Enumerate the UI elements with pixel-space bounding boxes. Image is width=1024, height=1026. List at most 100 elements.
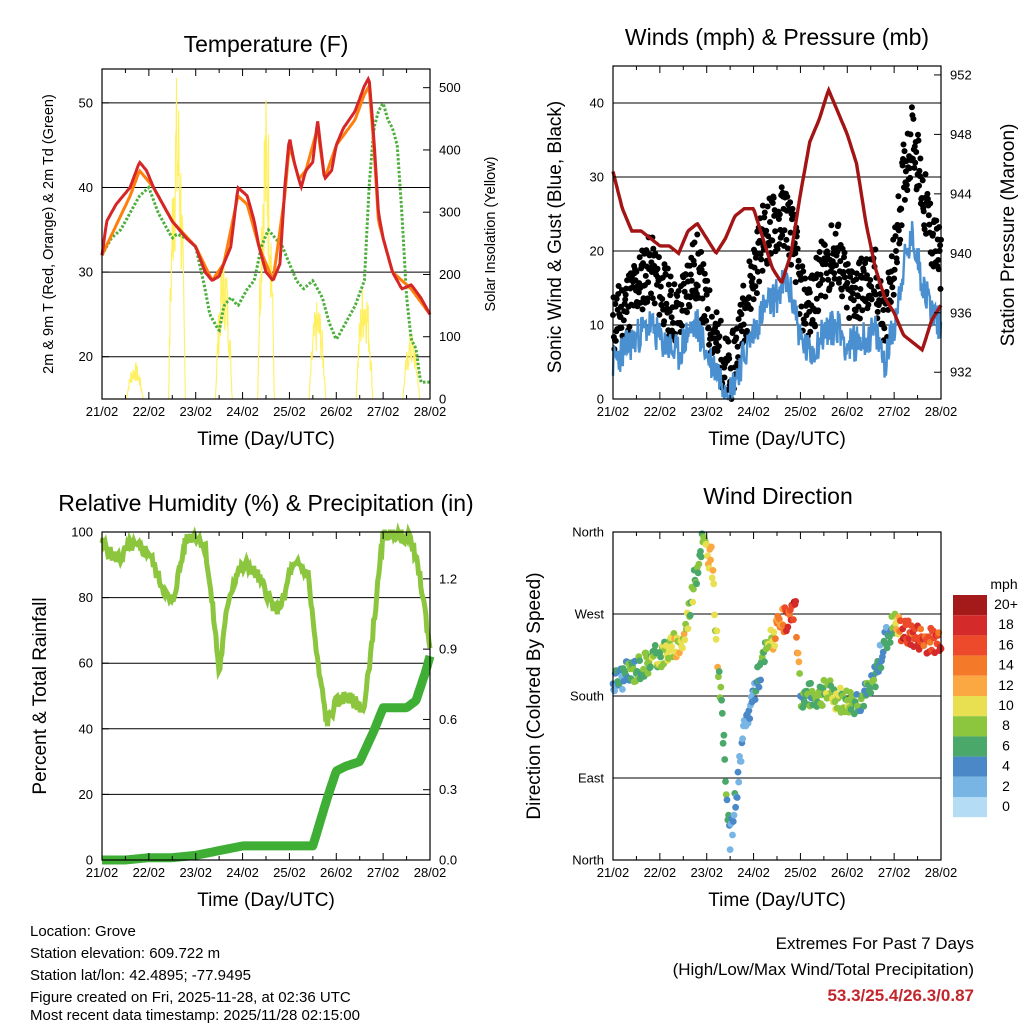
x-tick-label-0-3: 24/02 bbox=[226, 404, 259, 419]
direction-point bbox=[733, 794, 741, 801]
direction-point bbox=[730, 811, 738, 819]
y-axis-label-wind-direction: Direction (Colored By Speed) bbox=[524, 572, 545, 819]
direction-point bbox=[920, 642, 928, 649]
direction-point bbox=[657, 653, 664, 661]
solar-insolation-series-1 bbox=[167, 77, 186, 400]
colorbar-tick-4: 12 bbox=[998, 677, 1014, 693]
colorbar-swatch-0 bbox=[953, 595, 987, 616]
direction-point bbox=[734, 768, 742, 776]
direction-point bbox=[710, 580, 718, 588]
direction-point bbox=[681, 636, 689, 644]
direction-point bbox=[640, 665, 647, 673]
plot-frame-2 bbox=[101, 531, 431, 861]
sonic-wind-series bbox=[611, 221, 943, 401]
info-created: Figure created on Fri, 2025-11-28, at 02… bbox=[30, 989, 351, 1006]
y-tick-label-2-2: 40 bbox=[79, 721, 93, 736]
y2-tick-label-0-4: 400 bbox=[439, 142, 461, 157]
direction-point bbox=[697, 553, 705, 561]
x-tick-label-1-7: 28/02 bbox=[925, 404, 958, 419]
y2-tick-label-1-3: 944 bbox=[950, 186, 972, 201]
colorbar-tick-5: 10 bbox=[998, 697, 1014, 713]
x-tick-label-1-3: 24/02 bbox=[737, 404, 770, 419]
y-axis-label-temperature: 2m & 9m T (Red, Orange) & 2m Td (Green) bbox=[41, 94, 57, 374]
x-tick-label-3-3: 24/02 bbox=[737, 865, 770, 880]
direction-point bbox=[751, 696, 759, 703]
station-pressure-series bbox=[611, 85, 943, 353]
direction-point bbox=[915, 645, 923, 653]
y2-tick-label-2-0: 0.0 bbox=[439, 853, 457, 868]
x-tick-label-2-6: 27/02 bbox=[367, 865, 400, 880]
x-tick-label-3-2: 23/02 bbox=[690, 865, 723, 880]
x-tick-label-1-4: 25/02 bbox=[784, 404, 817, 419]
y2-tick-label-2-4: 1.2 bbox=[439, 571, 457, 586]
y2-tick-label-2-1: 0.3 bbox=[439, 782, 457, 797]
y2-tick-label-1-5: 952 bbox=[950, 67, 972, 82]
y2-tick-label-1-2: 940 bbox=[950, 246, 972, 261]
colorbar-swatch-9 bbox=[953, 776, 987, 797]
direction-point bbox=[679, 644, 686, 652]
direction-point bbox=[883, 644, 891, 652]
direction-point bbox=[746, 715, 754, 722]
direction-point bbox=[644, 670, 652, 677]
y-tick-label-3-3: West bbox=[575, 607, 605, 622]
direction-point bbox=[796, 670, 803, 677]
x-tick-label-2-2: 23/02 bbox=[179, 865, 212, 880]
x-tick-label-0-6: 27/02 bbox=[367, 404, 400, 419]
y-tick-label-0-3: 50 bbox=[79, 95, 93, 110]
colorbar-swatch-2 bbox=[953, 635, 987, 656]
x-tick-label-0-0: 21/02 bbox=[86, 404, 119, 419]
chart-title-temperature: Temperature (F) bbox=[184, 31, 349, 57]
direction-point bbox=[729, 831, 736, 839]
y2-tick-label-0-0: 0 bbox=[439, 392, 446, 407]
y-tick-label-1-4: 40 bbox=[590, 96, 604, 111]
y-axis-label-winds: Sonic Wind & Gust (Blue, Black) bbox=[545, 101, 566, 373]
dewpoint-series bbox=[100, 100, 430, 384]
solar-insolation-series-2 bbox=[214, 258, 233, 400]
direction-point bbox=[722, 791, 730, 799]
x-tick-label-1-1: 22/02 bbox=[644, 404, 677, 419]
direction-point bbox=[836, 684, 844, 692]
direction-point bbox=[771, 642, 779, 650]
colorbar-swatch-3 bbox=[953, 655, 987, 676]
direction-point bbox=[795, 658, 803, 666]
total-rainfall-series bbox=[98, 654, 435, 865]
x-tick-label-0-1: 22/02 bbox=[133, 404, 166, 419]
direction-point bbox=[715, 668, 723, 675]
direction-point bbox=[651, 642, 659, 649]
direction-point bbox=[693, 580, 700, 588]
y-tick-label-1-0: 0 bbox=[597, 392, 604, 407]
x-tick-label-1-5: 26/02 bbox=[831, 404, 864, 419]
direction-point bbox=[870, 676, 878, 684]
x-tick-label-2-1: 22/02 bbox=[133, 865, 166, 880]
y2-tick-label-0-3: 300 bbox=[439, 205, 461, 220]
y2-tick-label-0-5: 500 bbox=[439, 80, 461, 95]
x-tick-label-0-5: 26/02 bbox=[320, 404, 353, 419]
direction-point bbox=[676, 649, 683, 657]
direction-point bbox=[853, 691, 861, 698]
direction-point bbox=[694, 569, 702, 577]
info-elevation: Station elevation: 609.722 m bbox=[30, 945, 221, 962]
y2-tick-label-0-1: 100 bbox=[439, 329, 461, 344]
direction-point bbox=[790, 616, 797, 624]
direction-point bbox=[726, 846, 734, 853]
y-tick-label-3-1: East bbox=[578, 771, 604, 786]
solar-insolation-series-4 bbox=[308, 301, 327, 400]
y-tick-label-2-1: 20 bbox=[79, 787, 93, 802]
x-tick-label-2-3: 24/02 bbox=[226, 865, 259, 880]
x-tick-label-1-0: 21/02 bbox=[597, 404, 630, 419]
direction-point bbox=[755, 683, 763, 691]
y-axis-label-humidity: Percent & Total Rainfall bbox=[30, 597, 51, 794]
solar-insolation-series-6 bbox=[402, 333, 421, 400]
direction-point bbox=[860, 702, 868, 710]
direction-point bbox=[770, 628, 778, 636]
direction-point bbox=[886, 633, 893, 640]
direction-point bbox=[735, 778, 743, 786]
direction-point bbox=[707, 556, 714, 564]
direction-point bbox=[647, 663, 654, 671]
x-tick-label-3-4: 25/02 bbox=[784, 865, 817, 880]
x-axis-label-0: Time (Day/UTC) bbox=[197, 429, 335, 450]
info-location: Location: Grove bbox=[30, 923, 136, 940]
relative-humidity-series bbox=[99, 522, 433, 727]
direction-point bbox=[794, 649, 802, 657]
extremes-subtitle: (High/Low/Max Wind/Total Precipitation) bbox=[672, 960, 974, 979]
